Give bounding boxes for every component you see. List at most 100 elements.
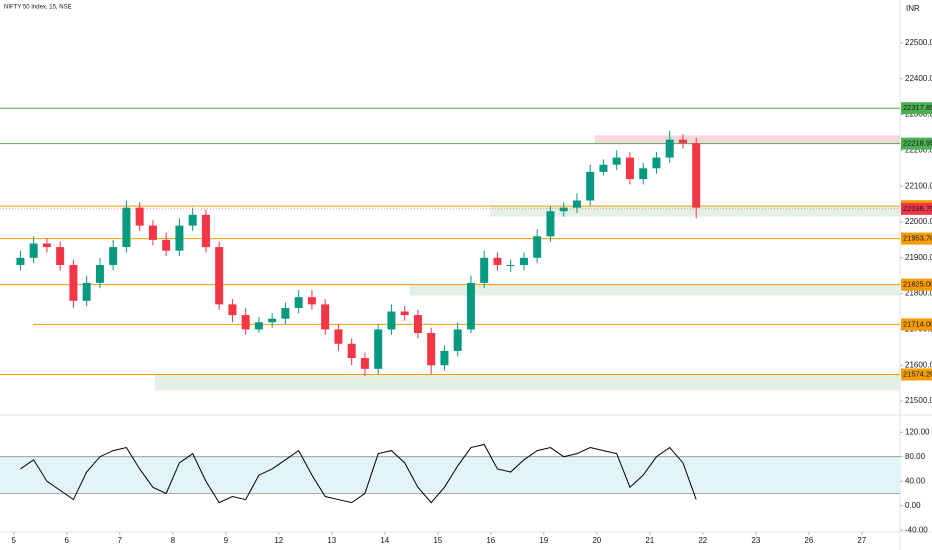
candle-body bbox=[559, 207, 568, 212]
candle-body bbox=[519, 257, 528, 265]
candle-body bbox=[639, 168, 648, 180]
candle-body bbox=[148, 225, 157, 240]
y-tick-label: 22100.00 bbox=[905, 181, 932, 190]
level-label-box bbox=[901, 368, 932, 381]
candle-body bbox=[95, 264, 104, 283]
level-label: 22317.85 bbox=[903, 103, 932, 112]
candle-body bbox=[188, 214, 197, 226]
candle-body bbox=[321, 304, 330, 330]
candle-body bbox=[69, 264, 78, 301]
candle-body bbox=[678, 139, 687, 144]
y-tick-label: 21800.00 bbox=[905, 289, 932, 298]
y2-tick-label: 0.00 bbox=[905, 501, 921, 510]
x-tick-label: 27 bbox=[857, 536, 866, 545]
candle-body bbox=[135, 207, 144, 226]
candle-body bbox=[122, 207, 131, 248]
y-tick-label: 22500.00 bbox=[905, 38, 932, 47]
y-tick-label: 21600.00 bbox=[905, 360, 932, 369]
candle-body bbox=[533, 236, 542, 258]
candle-body bbox=[493, 257, 502, 265]
candle-body bbox=[254, 322, 263, 330]
candle-body bbox=[228, 304, 237, 316]
level-label-box bbox=[901, 232, 932, 245]
candle-body bbox=[480, 257, 489, 283]
candle-body bbox=[546, 211, 555, 237]
x-tick-label: 9 bbox=[224, 536, 229, 545]
candle-body bbox=[413, 315, 422, 334]
candle-body bbox=[294, 297, 303, 308]
x-tick-label: 15 bbox=[433, 536, 442, 545]
candle-body bbox=[374, 329, 383, 369]
x-tick-label: 13 bbox=[327, 536, 336, 545]
candle-body bbox=[612, 157, 621, 165]
zone bbox=[154, 374, 900, 391]
candle-body bbox=[82, 282, 91, 301]
candle-body bbox=[572, 200, 581, 208]
x-tick-label: 7 bbox=[118, 536, 123, 545]
y-tick-label: 22200.00 bbox=[905, 146, 932, 155]
level-label: 21953.70 bbox=[903, 234, 932, 243]
level-label: 22218.95 bbox=[903, 139, 932, 148]
x-tick-label: 19 bbox=[539, 536, 548, 545]
level-label-box bbox=[901, 318, 932, 331]
candle-body bbox=[360, 358, 369, 369]
candle-body bbox=[281, 307, 290, 319]
candle-body bbox=[440, 350, 449, 366]
y-tick-label: 21500.00 bbox=[905, 396, 932, 405]
x-tick-label: 21 bbox=[645, 536, 654, 545]
level-label: 21825.00 bbox=[903, 280, 932, 289]
level-label: 21574.20 bbox=[903, 369, 932, 378]
candle-body bbox=[307, 297, 316, 305]
y-tick-label: 22300.00 bbox=[905, 110, 932, 119]
candle-body bbox=[387, 311, 396, 330]
candle-body bbox=[625, 157, 634, 180]
oscillator-band bbox=[0, 456, 900, 494]
x-tick-label: 16 bbox=[486, 536, 495, 545]
candle-body bbox=[16, 257, 25, 265]
x-tick-label: 5 bbox=[12, 536, 17, 545]
candle-body bbox=[241, 315, 250, 330]
candle-body bbox=[268, 318, 277, 323]
x-tick-label: 6 bbox=[65, 536, 70, 545]
candle-body bbox=[175, 225, 184, 251]
y2-tick-label: -40.00 bbox=[905, 525, 928, 534]
level-label-box bbox=[901, 278, 932, 291]
candle-body bbox=[29, 243, 38, 258]
candle-body bbox=[334, 329, 343, 344]
y-tick-label: 22400.00 bbox=[905, 74, 932, 83]
candle-body bbox=[652, 157, 661, 169]
candle-body bbox=[453, 329, 462, 351]
candle-body bbox=[109, 247, 118, 265]
candle-body bbox=[692, 143, 701, 208]
candle-body bbox=[427, 333, 436, 366]
candle-body bbox=[215, 247, 224, 305]
x-tick-label: 23 bbox=[751, 536, 760, 545]
x-tick-label: 26 bbox=[804, 536, 813, 545]
candle-body bbox=[162, 239, 171, 251]
candle-body bbox=[400, 311, 409, 316]
level-label-box bbox=[901, 137, 932, 150]
y-tick-label: 21900.00 bbox=[905, 253, 932, 262]
y2-tick-label: 80.00 bbox=[905, 452, 926, 461]
candle-body bbox=[347, 343, 356, 359]
x-tick-label: 20 bbox=[592, 536, 601, 545]
currency: INR bbox=[906, 4, 920, 13]
candle-body bbox=[466, 282, 475, 330]
zone bbox=[594, 135, 900, 144]
zone bbox=[409, 284, 900, 296]
x-tick-label: 8 bbox=[171, 536, 176, 545]
candle-body bbox=[506, 264, 515, 266]
candle-body bbox=[599, 164, 608, 172]
x-tick-label: 22 bbox=[698, 536, 707, 545]
candle-body bbox=[56, 247, 65, 265]
y2-tick-label: 40.00 bbox=[905, 476, 926, 485]
level-label-box bbox=[901, 102, 932, 115]
oscillator-line bbox=[20, 443, 697, 504]
candle-body bbox=[42, 243, 51, 248]
zone bbox=[489, 206, 900, 217]
x-tick-label: 14 bbox=[380, 536, 389, 545]
last-price-label: 22036.70 bbox=[903, 204, 932, 213]
candle-body bbox=[665, 139, 674, 158]
chart-title: NIFTY 50 Index, 15, NSE bbox=[4, 5, 72, 11]
